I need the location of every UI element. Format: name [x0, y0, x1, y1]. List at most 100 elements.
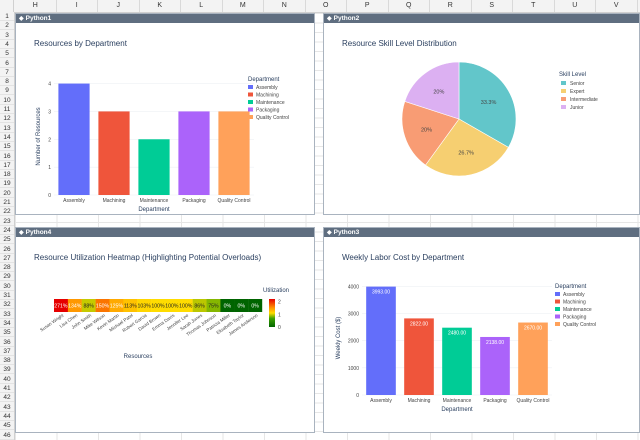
column-header-Q[interactable]: Q — [389, 0, 430, 12]
row-header-46[interactable]: 46 — [0, 431, 14, 440]
column-header-I[interactable]: I — [57, 0, 98, 12]
row-header-25[interactable]: 25 — [0, 235, 14, 245]
row-header-35[interactable]: 35 — [0, 328, 14, 338]
heatmap-cell-label: 150% — [96, 304, 110, 310]
row-header-21[interactable]: 21 — [0, 198, 14, 207]
row-header-42[interactable]: 42 — [0, 393, 14, 403]
chart-panel-python4[interactable]: ◆ Python4 Resource Utilization Heatmap (H… — [15, 227, 315, 433]
row-header-3[interactable]: 3 — [0, 31, 14, 40]
column-header-R[interactable]: R — [430, 0, 472, 12]
pie-slice-label: 20% — [433, 89, 444, 95]
panel-title-bar[interactable]: ◆ Python2 — [324, 14, 639, 23]
row-header-32[interactable]: 32 — [0, 300, 14, 310]
chart-panel-python2[interactable]: ◆ Python2 Resource Skill Level Distributi… — [323, 13, 640, 215]
row-header-16[interactable]: 16 — [0, 152, 14, 161]
heatmap-cell-label: 100% — [165, 304, 179, 310]
x-tick-label: Assembly — [63, 198, 85, 204]
row-header-40[interactable]: 40 — [0, 375, 14, 384]
row-header-14[interactable]: 14 — [0, 133, 14, 142]
row-header-31[interactable]: 31 — [0, 291, 14, 300]
row-header-1[interactable]: 1 — [0, 12, 14, 21]
row-header-45[interactable]: 45 — [0, 421, 14, 431]
python-diamond-icon: ◆ — [327, 230, 332, 236]
row-header-23[interactable]: 23 — [0, 217, 14, 226]
row-header-29[interactable]: 29 — [0, 272, 14, 282]
row-header-41[interactable]: 41 — [0, 384, 14, 393]
row-header-22[interactable]: 22 — [0, 207, 14, 217]
chart-title: Weekly Labor Cost by Department — [342, 253, 465, 262]
y-tick-label: 4000 — [348, 284, 359, 290]
column-header-V[interactable]: V — [596, 0, 638, 12]
select-all-corner[interactable] — [0, 0, 14, 12]
row-header-39[interactable]: 39 — [0, 365, 14, 375]
column-header-M[interactable]: M — [223, 0, 264, 12]
x-tick-label: Packaging — [182, 198, 206, 204]
y-tick-label: 1 — [48, 165, 51, 171]
chart-panel-python1[interactable]: ◆ Python1 Resources by Department 0 1 2 3 4 Ass… — [15, 13, 315, 215]
panel-title-bar[interactable]: ◆ Python1 — [16, 14, 314, 23]
row-header-4[interactable]: 4 — [0, 40, 14, 49]
heatmap-cell — [206, 299, 221, 312]
row-header-20[interactable]: 20 — [0, 189, 14, 198]
y-tick-label: 3 — [48, 109, 51, 115]
bar-machining — [98, 111, 130, 195]
x-tick-label: Assembly — [370, 398, 392, 404]
pie-slice-senior — [458, 61, 517, 148]
row-header-15[interactable]: 15 — [0, 142, 14, 152]
row-header-10[interactable]: 10 — [0, 96, 14, 105]
row-header-27[interactable]: 27 — [0, 254, 14, 263]
python-diamond-icon: ◆ — [327, 16, 332, 22]
column-header-P[interactable]: P — [347, 0, 389, 12]
bar-packaging — [178, 111, 210, 195]
row-header-44[interactable]: 44 — [0, 412, 14, 421]
row-header-bar: 1 2 3 4 5 6 7 8 9 10 11 12 13 14 15 16 17 18 19 20 21 22 23 24 2… — [0, 12, 15, 440]
row-header-12[interactable]: 12 — [0, 114, 14, 124]
row-header-37[interactable]: 37 — [0, 347, 14, 356]
panel-title-bar[interactable]: ◆ Python4 — [16, 228, 314, 237]
legend-label: Senior — [570, 81, 585, 87]
heatmap-cell-label: 75% — [208, 304, 219, 310]
column-header-U[interactable]: U — [555, 0, 596, 12]
column-header-N[interactable]: N — [264, 0, 306, 12]
chart-panel-python3[interactable]: ◆ Python3 Weekly Labor Cost by Department… — [323, 227, 640, 433]
row-header-2[interactable]: 2 — [0, 21, 14, 31]
row-header-17[interactable]: 17 — [0, 161, 14, 170]
row-header-8[interactable]: 8 — [0, 77, 14, 87]
column-header-O[interactable]: O — [306, 0, 347, 12]
row-header-24[interactable]: 24 — [0, 226, 14, 235]
row-header-7[interactable]: 7 — [0, 68, 14, 77]
row-header-38[interactable]: 38 — [0, 356, 14, 366]
row-header-26[interactable]: 26 — [0, 245, 14, 254]
column-header-L[interactable]: L — [181, 0, 223, 12]
column-header-J[interactable]: J — [98, 0, 140, 12]
x-tick-label: Machining — [103, 198, 126, 204]
column-header-S[interactable]: S — [472, 0, 513, 12]
row-header-6[interactable]: 6 — [0, 59, 14, 68]
row-header-19[interactable]: 19 — [0, 179, 14, 189]
heatmap-cell — [192, 299, 207, 312]
panel-title-bar[interactable]: ◆ Python3 — [324, 228, 639, 237]
heatmap-cell-label: 100% — [179, 304, 193, 310]
legend-label: Quality Control — [563, 322, 596, 328]
row-header-18[interactable]: 18 — [0, 170, 14, 180]
row-header-11[interactable]: 11 — [0, 105, 14, 114]
row-header-30[interactable]: 30 — [0, 282, 14, 291]
row-header-43[interactable]: 43 — [0, 403, 14, 412]
heatmap-cell — [81, 299, 96, 312]
x-axis-title: Department — [441, 407, 473, 413]
row-header-13[interactable]: 13 — [0, 124, 14, 133]
y-tick-label: 0 — [48, 193, 51, 199]
row-header-36[interactable]: 36 — [0, 338, 14, 347]
row-header-9[interactable]: 9 — [0, 86, 14, 96]
column-header-T[interactable]: T — [513, 0, 555, 12]
column-header-K[interactable]: K — [140, 0, 181, 12]
legend-swatch — [555, 299, 560, 304]
heatmap-cell-label: 271% — [54, 304, 68, 310]
row-header-33[interactable]: 33 — [0, 310, 14, 319]
row-header-28[interactable]: 28 — [0, 263, 14, 273]
column-header-H[interactable]: H — [15, 0, 57, 12]
row-header-5[interactable]: 5 — [0, 49, 14, 59]
row-header-34[interactable]: 34 — [0, 319, 14, 328]
heatmap-cell — [234, 299, 249, 312]
